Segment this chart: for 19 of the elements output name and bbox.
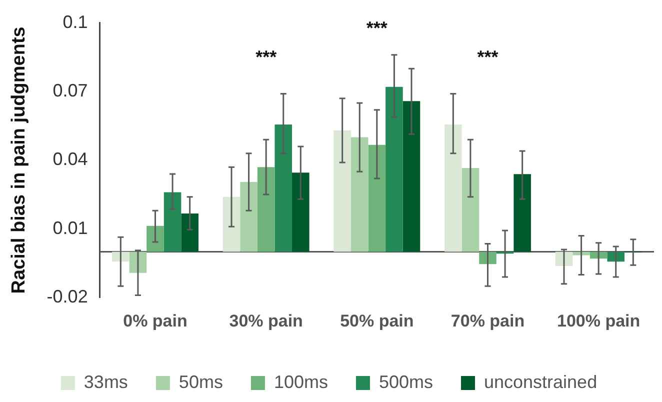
legend-label: 500ms: [378, 372, 434, 392]
y-axis-title: Racial bias in pain judgments: [8, 26, 30, 294]
y-tick-label: 0.04: [52, 149, 88, 170]
y-tick-label: 0.1: [62, 12, 88, 32]
y-tick-label: 0.07: [52, 80, 88, 100]
x-tick-label: 0% pain: [123, 311, 188, 330]
y-tick-label: -0.02: [46, 286, 88, 307]
x-tick-label: 70% pain: [450, 311, 525, 330]
x-tick-label: 50% pain: [340, 311, 414, 330]
y-tick-label: 0.01: [52, 218, 88, 238]
legend-label: unconstrained: [484, 372, 598, 392]
legend-label: 33ms: [84, 372, 128, 392]
x-tick-label: 30% pain: [229, 311, 303, 330]
annotation: ***: [477, 46, 498, 67]
annotation: ***: [366, 18, 388, 38]
annotation: ***: [256, 46, 277, 67]
legend-label: 100ms: [274, 372, 328, 392]
x-tick-label: 100% pain: [557, 311, 640, 330]
legend-label: 50ms: [178, 372, 223, 392]
